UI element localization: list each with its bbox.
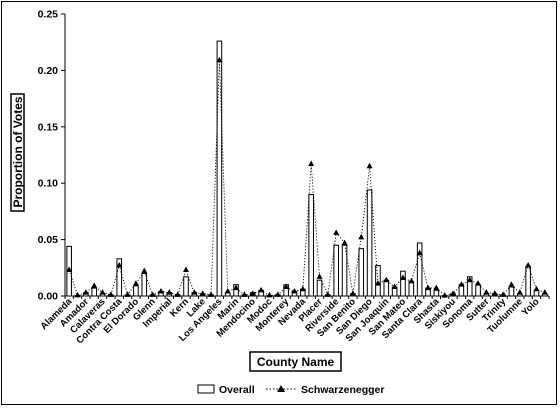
marker-schwarzenegger	[324, 291, 331, 297]
marker-schwarzenegger	[425, 284, 431, 291]
bar-overall	[341, 244, 348, 297]
marker-schwarzenegger	[149, 291, 156, 297]
marker-schwarzenegger	[391, 283, 398, 289]
marker-schwarzenegger	[224, 287, 231, 294]
y-tick-label: 0.15	[38, 121, 59, 133]
marker-schwarzenegger	[516, 289, 523, 295]
legend-label-schwarzenegger: Schwarzenegger	[301, 384, 384, 396]
marker-schwarzenegger	[258, 286, 265, 293]
marker-schwarzenegger	[483, 289, 490, 295]
legend-marker-schwarzenegger	[277, 385, 285, 392]
marker-schwarzenegger	[525, 262, 532, 268]
y-axis-title-box	[10, 93, 25, 212]
marker-schwarzenegger	[116, 262, 123, 268]
bar-overall	[308, 193, 314, 297]
bar-overall	[216, 40, 223, 297]
bar-overall	[91, 287, 98, 297]
x-axis-title-box	[249, 351, 342, 372]
bar-overall	[400, 270, 406, 297]
marker-schwarzenegger	[82, 289, 89, 295]
bar-overall	[383, 279, 390, 297]
bar-overall	[366, 189, 373, 297]
marker-schwarzenegger	[500, 291, 507, 297]
marker-schwarzenegger	[366, 162, 373, 169]
marker-schwarzenegger	[308, 160, 315, 167]
marker-schwarzenegger	[399, 274, 406, 280]
marker-schwarzenegger	[358, 233, 365, 240]
marker-schwarzenegger	[199, 290, 206, 296]
marker-schwarzenegger	[99, 289, 106, 295]
x-axis-title-group: County Name	[249, 351, 342, 372]
marker-schwarzenegger	[416, 249, 423, 256]
marker-schwarzenegger	[107, 291, 114, 297]
bar-overall	[183, 276, 189, 297]
plot-area: 0.000.050.100.150.200.25AlamedaAmadorCal…	[38, 9, 550, 346]
marker-schwarzenegger	[441, 292, 448, 298]
marker-schwarzenegger	[491, 290, 498, 296]
bar-overall	[358, 248, 365, 297]
marker-schwarzenegger	[291, 287, 298, 294]
marker-schwarzenegger	[91, 282, 98, 288]
y-axis-title: Proportion of Votes	[11, 96, 25, 207]
bar-overall	[141, 272, 148, 297]
marker-schwarzenegger	[74, 291, 81, 298]
marker-schwarzenegger	[333, 229, 340, 235]
bar-overall	[475, 284, 481, 297]
marker-schwarzenegger	[241, 291, 248, 297]
marker-schwarzenegger	[141, 267, 148, 274]
marker-schwarzenegger	[191, 289, 198, 295]
marker-schwarzenegger	[66, 266, 73, 273]
bar-overall	[116, 258, 123, 297]
marker-schwarzenegger	[433, 284, 440, 291]
bar-overall	[316, 279, 323, 297]
marker-schwarzenegger	[249, 290, 256, 296]
bar-overall	[433, 289, 440, 297]
marker-schwarzenegger	[283, 283, 290, 289]
marker-schwarzenegger	[466, 276, 473, 283]
bar-overall	[416, 242, 423, 297]
marker-schwarzenegger	[533, 285, 540, 292]
marker-schwarzenegger	[299, 285, 306, 292]
marker-schwarzenegger	[233, 284, 240, 291]
marker-schwarzenegger	[266, 291, 273, 298]
y-tick-label: 0.20	[38, 65, 59, 77]
marker-schwarzenegger	[475, 280, 482, 286]
marker-schwarzenegger	[166, 289, 173, 295]
legend-swatch-overall	[197, 384, 215, 394]
y-tick-label: 0.25	[38, 9, 59, 21]
bar-overall	[133, 285, 139, 297]
bar-overall	[508, 286, 515, 297]
marker-schwarzenegger	[408, 277, 415, 284]
y-tick-label: 0.10	[38, 178, 59, 190]
marker-schwarzenegger	[341, 239, 348, 245]
marker-schwarzenegger	[508, 281, 515, 287]
marker-schwarzenegger	[183, 266, 189, 273]
bar-overall	[333, 244, 340, 297]
marker-schwarzenegger	[383, 276, 390, 283]
y-tick-label: 0.00	[38, 291, 59, 303]
marker-schwarzenegger	[541, 289, 548, 295]
marker-schwarzenegger	[450, 290, 457, 296]
marker-schwarzenegger	[132, 280, 139, 286]
legend-label-overall: Overall	[219, 384, 255, 396]
marker-schwarzenegger	[316, 273, 323, 279]
series-line-schwarzenegger	[68, 60, 545, 297]
x-category-label: Yolo	[520, 296, 542, 318]
y-tick-label: 0.05	[38, 234, 59, 246]
marker-schwarzenegger	[208, 291, 215, 297]
marker-schwarzenegger	[274, 291, 281, 297]
x-axis-title: County Name	[257, 355, 335, 369]
bar-overall	[408, 280, 415, 297]
y-axis-title-group: Proportion of Votes	[10, 93, 25, 212]
marker-schwarzenegger	[216, 56, 223, 63]
marker-schwarzenegger	[374, 280, 381, 286]
legend: Overall Schwarzenegger	[197, 384, 384, 396]
marker-schwarzenegger	[124, 291, 131, 297]
marker-schwarzenegger	[157, 287, 164, 294]
marker-schwarzenegger	[349, 290, 356, 296]
marker-schwarzenegger	[174, 291, 181, 297]
marker-schwarzenegger	[458, 281, 465, 287]
